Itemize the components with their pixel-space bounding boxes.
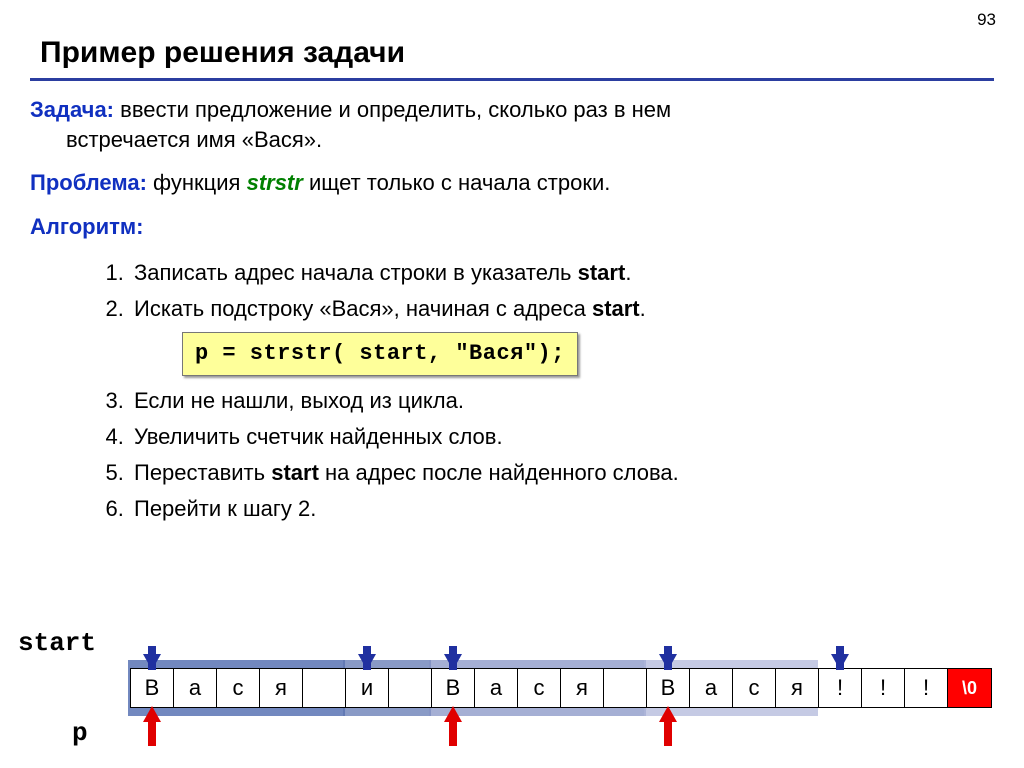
content: Задача: ввести предложение и определить,… — [0, 95, 1024, 526]
cell-char: а — [174, 669, 217, 707]
cell-char: В — [131, 669, 174, 707]
problem-paragraph: Проблема: функция strstr ищет только с н… — [30, 168, 994, 198]
cell-null-terminator: \0 — [948, 669, 991, 707]
start-pointer-label: start — [18, 628, 96, 658]
cell-char: я — [776, 669, 819, 707]
cell-char: я — [561, 669, 604, 707]
task-paragraph: Задача: ввести предложение и определить,… — [30, 95, 994, 154]
p-arrow-icon — [444, 706, 462, 722]
title-rule — [30, 78, 994, 81]
cell-char: а — [690, 669, 733, 707]
cell-char — [303, 669, 346, 707]
cell-char: с — [518, 669, 561, 707]
problem-func: strstr — [247, 170, 303, 195]
cell-char: а — [475, 669, 518, 707]
code-snippet: p = strstr( start, "Вася"); — [182, 332, 578, 376]
start-arrow-icon — [143, 654, 161, 670]
cell-char: ! — [862, 669, 905, 707]
problem-label: Проблема: — [30, 170, 147, 195]
page-number: 93 — [977, 10, 996, 30]
start-arrow-icon — [659, 654, 677, 670]
cell-char — [389, 669, 432, 707]
cell-char: с — [733, 669, 776, 707]
task-text-1: ввести предложение и определить, сколько… — [114, 97, 671, 122]
start-arrow-icon — [358, 654, 376, 670]
cell-char: ! — [819, 669, 862, 707]
cell-char: ! — [905, 669, 948, 707]
cell-char: с — [217, 669, 260, 707]
problem-text-before: функция — [147, 170, 247, 195]
algo-step-4: Увеличить счетчик найденных слов. — [130, 420, 994, 454]
algo-step-2: Искать подстроку «Вася», начиная с адрес… — [130, 292, 994, 382]
cell-char: В — [432, 669, 475, 707]
algo-step-6: Перейти к шагу 2. — [130, 492, 994, 526]
cell-char: и — [346, 669, 389, 707]
algo-step-1: Записать адрес начала строки в указатель… — [130, 256, 994, 290]
problem-text-after: ищет только с начала строки. — [303, 170, 611, 195]
task-text-2: встречается имя «Вася». — [30, 125, 994, 155]
start-arrow-icon — [831, 654, 849, 670]
string-diagram: start p Вася и Вася Вася!!!\0 — [0, 620, 1024, 750]
p-pointer-label: p — [72, 718, 88, 748]
slide-title: Пример решения задачи — [0, 0, 1024, 78]
algo-step-5: Переставить start на адрес после найденн… — [130, 456, 994, 490]
cell-char — [604, 669, 647, 707]
algo-step-3: Если не нашли, выход из цикла. — [130, 384, 994, 418]
cell-char: я — [260, 669, 303, 707]
task-label: Задача: — [30, 97, 114, 122]
algorithm-label: Алгоритм: — [30, 212, 994, 242]
start-arrow-icon — [444, 654, 462, 670]
p-arrow-icon — [143, 706, 161, 722]
string-cells: Вася и Вася Вася!!!\0 — [130, 668, 992, 708]
cell-char: В — [647, 669, 690, 707]
algorithm-list: Записать адрес начала строки в указатель… — [30, 256, 994, 527]
p-arrow-icon — [659, 706, 677, 722]
